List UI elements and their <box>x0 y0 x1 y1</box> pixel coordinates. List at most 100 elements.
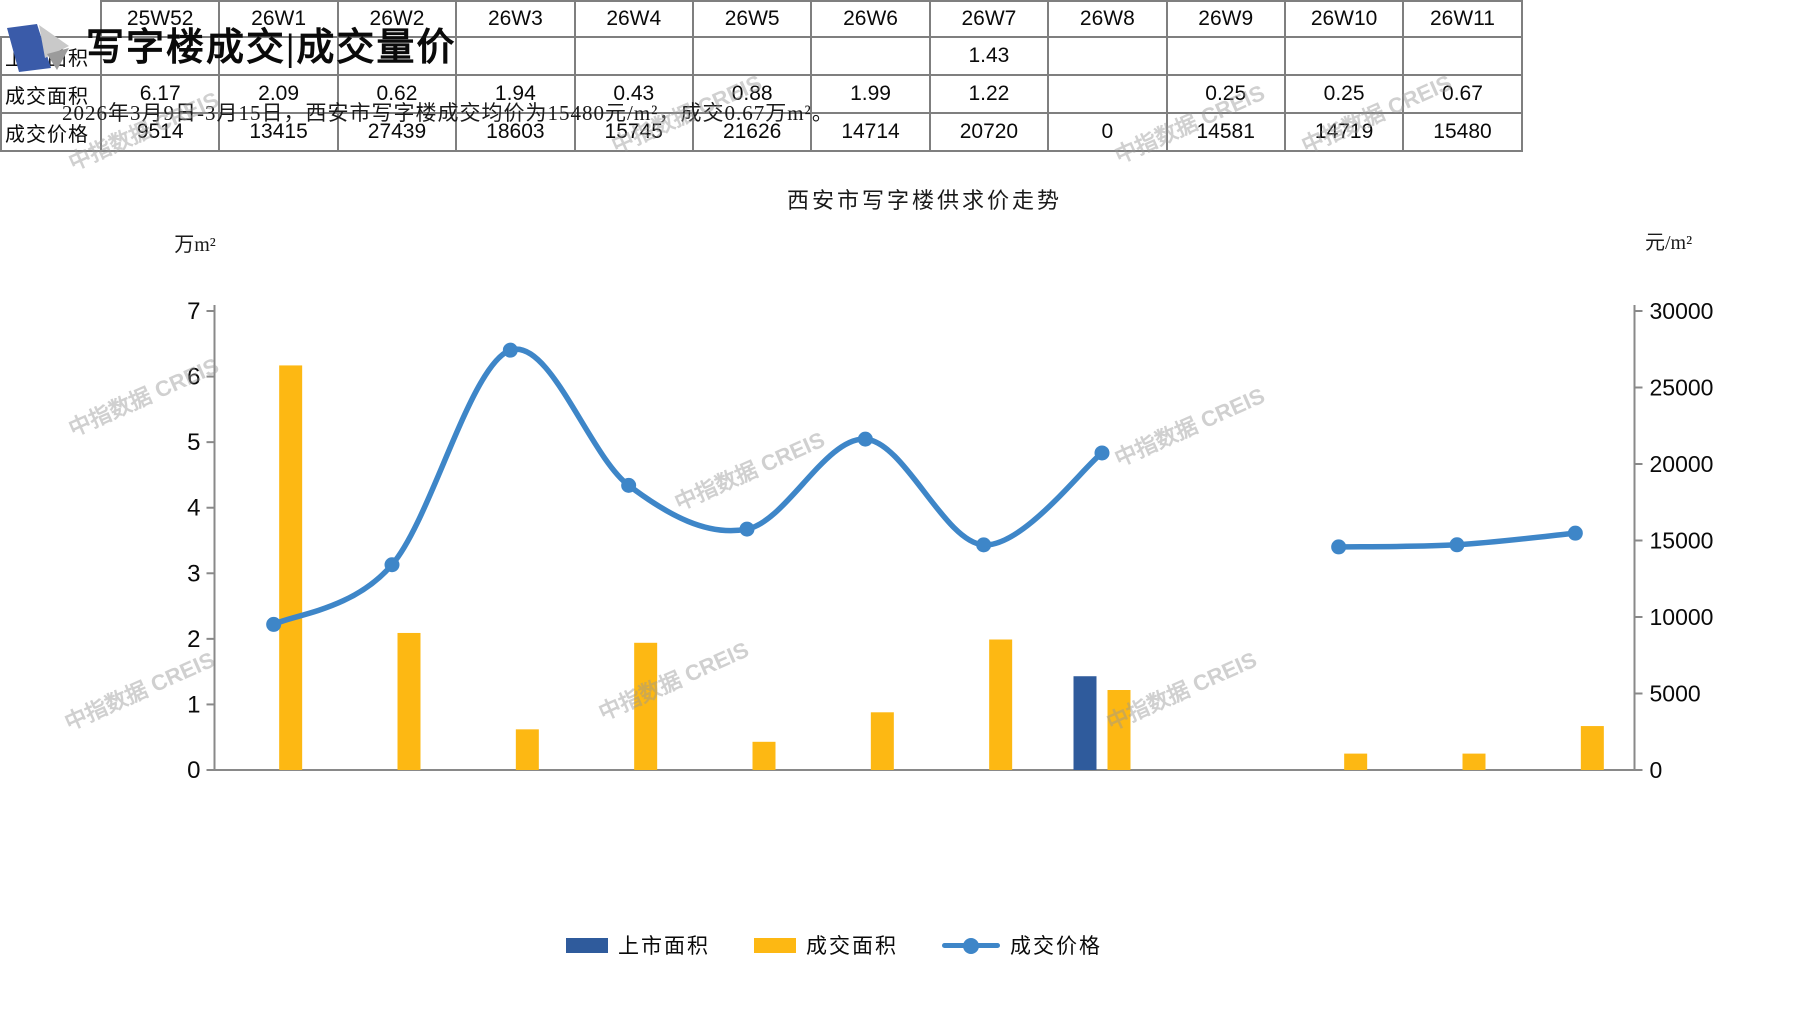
left-axis-tick-label: 1 <box>187 691 200 718</box>
price-marker <box>1567 525 1583 541</box>
table-cell <box>1165 36 1286 76</box>
table-cell: 0.25 <box>1165 74 1286 114</box>
category-label: 26W10 <box>1283 0 1405 38</box>
bar-sold-area-26W1 <box>397 632 421 770</box>
price-marker <box>1094 445 1110 461</box>
data-table: 25W52 26W1 26W2 26W3 26W4 26W5 26W6 26W7 26W8 26W… <box>0 0 1523 152</box>
price-line-segment <box>270 346 1105 628</box>
table-cell: 13415 <box>218 112 339 152</box>
category-label: 26W11 <box>1402 0 1523 38</box>
bar-sold-area-26W9 <box>1344 753 1368 770</box>
row-header: 成交面积 <box>0 74 102 114</box>
bar-sold-area-26W3 <box>634 642 658 770</box>
price-marker <box>621 477 637 493</box>
legend-item: 成交面积 <box>754 930 898 960</box>
legend-line-dot <box>963 937 979 954</box>
bar-sold-area-25W52 <box>279 365 303 770</box>
table-cell <box>1047 74 1168 114</box>
table-row: 上市面积1.43 <box>0 36 1523 76</box>
right-axis-tick-label: 20000 <box>1650 451 1714 477</box>
left-axis-tick-label: 3 <box>187 560 200 587</box>
table-cell: 14581 <box>1165 112 1286 152</box>
right-axis-tick-label: 0 <box>1650 757 1663 783</box>
category-label: 25W52 <box>99 0 221 38</box>
combo-chart: 0 1 2 3 4 5 6 7 0 5000 10000 15000 20000 25000 30000 <box>187 298 1714 784</box>
legend-bar-swatch <box>566 937 608 953</box>
table-row: 成交面积 6.17 2.09 0.62 1.94 0.43 0.88 1.99 1.22 0.25… <box>0 74 1523 114</box>
category-label: 26W1 <box>218 0 339 38</box>
bar-sold-area-26W7 <box>1107 690 1131 770</box>
legend-item: 上市面积 <box>566 930 710 960</box>
category-label: 26W9 <box>1165 0 1286 38</box>
table-cell: 0.62 <box>336 74 458 114</box>
table-cell <box>1402 36 1523 76</box>
left-axis-tick-label: 2 <box>187 626 200 653</box>
price-marker <box>857 431 873 447</box>
legend-label: 上市面积 <box>618 934 710 958</box>
left-axis-tick-label: 5 <box>187 429 200 456</box>
price-marker <box>1331 539 1347 555</box>
right-axis-tick-label: 10000 <box>1650 604 1714 630</box>
legend-bar-swatch <box>754 937 796 953</box>
table-cell: 0.88 <box>691 74 813 114</box>
table-cell: 0.25 <box>1283 74 1405 114</box>
table-cell <box>99 36 221 76</box>
table-row-categories: 25W52 26W1 26W2 26W3 26W4 26W5 26W6 26W7 26W8 26W… <box>1 0 1523 38</box>
table-cell: 15480 <box>1402 112 1523 152</box>
table-cell: 14714 <box>810 112 931 152</box>
logo-lightgray-shape <box>39 25 69 58</box>
legend-item: 成交价格 <box>942 930 1102 960</box>
bar-listed-area-26W7 <box>1073 676 1097 770</box>
table-cell: 1.43 <box>928 36 1050 76</box>
price-marker <box>976 537 992 553</box>
table-cell: 27439 <box>336 112 458 152</box>
left-axis-tick-label: 4 <box>187 495 200 522</box>
page-title: 写字楼成交|成交量价 <box>86 27 457 69</box>
legend-line-swatch <box>942 937 1000 954</box>
left-axis-unit-label: 万m² <box>174 234 216 256</box>
table-cell: 1.94 <box>455 74 576 114</box>
category-label: 26W5 <box>691 0 813 38</box>
table-cell: 18603 <box>455 112 576 152</box>
legend-label: 成交价格 <box>1010 934 1102 958</box>
category-label: 26W4 <box>573 0 694 38</box>
left-axis-tick-label: 7 <box>187 298 200 325</box>
table-cell <box>336 36 458 76</box>
table-cell <box>455 36 576 76</box>
table-cell: 20720 <box>928 112 1050 152</box>
right-axis-tick-label: 5000 <box>1650 681 1701 707</box>
chart-title: 西安市写字楼供求价走势 <box>786 188 1062 213</box>
table-cell: 9514 <box>99 112 221 152</box>
logo-darkgray-shape <box>47 48 69 70</box>
table-cell: 15745 <box>573 112 694 152</box>
table-cell <box>810 36 931 76</box>
table-cell: 0 <box>1047 112 1168 152</box>
category-label: 26W3 <box>455 0 576 38</box>
left-axis-tick-label: 6 <box>187 364 200 391</box>
price-marker <box>384 557 400 573</box>
row-header: 成交价格 <box>0 112 102 152</box>
table-cell: 1.22 <box>928 74 1050 114</box>
category-label: 26W7 <box>928 0 1050 38</box>
price-marker <box>266 616 282 632</box>
category-label: 26W2 <box>336 0 458 38</box>
table-cell: 6.17 <box>99 74 221 114</box>
table-cell: 14719 <box>1283 112 1405 152</box>
chart-legend: 上市面积 成交面积 成交价格 <box>214 930 1454 960</box>
table-cell <box>1047 36 1168 76</box>
bar-sold-area-26W5 <box>870 712 894 770</box>
legend-label: 成交面积 <box>806 934 898 958</box>
left-axis-tick-label: 0 <box>187 757 200 784</box>
bar-sold-area-26W11 <box>1580 726 1604 770</box>
table-cell <box>218 36 339 76</box>
table-cell <box>1283 36 1405 76</box>
bar-sold-area-26W6 <box>989 639 1013 770</box>
price-marker <box>739 521 755 537</box>
category-label: 26W6 <box>810 0 931 38</box>
brand-logo <box>7 24 69 72</box>
price-marker <box>1449 537 1465 553</box>
right-axis-unit-label: 元/m² <box>1645 232 1693 254</box>
table-cell: 21626 <box>691 112 813 152</box>
table-cell <box>691 36 813 76</box>
logo-blue-shape <box>7 24 51 72</box>
